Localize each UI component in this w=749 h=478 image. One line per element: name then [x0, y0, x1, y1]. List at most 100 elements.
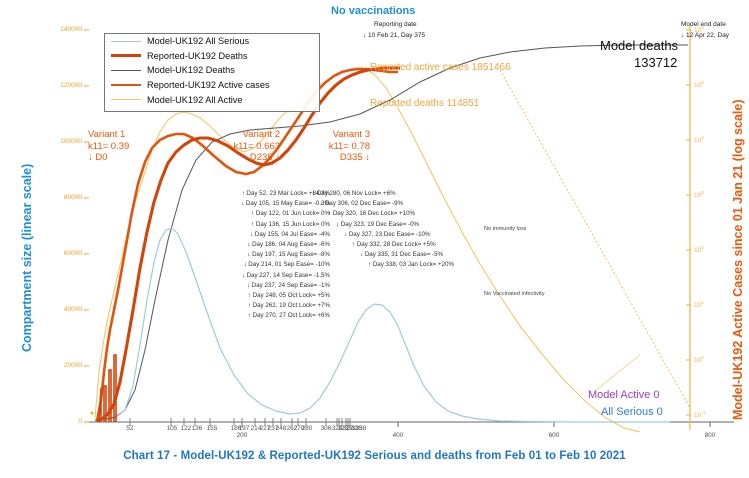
left-ytick-0: 0	[78, 418, 82, 425]
event-left-9: ↓ Day 237, 24 Sep Ease= -1%	[246, 281, 330, 289]
legend-item-4[interactable]: Model-UK192 All Active	[105, 92, 319, 107]
right-ytick-0-exp: 0	[701, 355, 704, 360]
right-ytick-3-exp: 3	[701, 190, 704, 195]
event-left-11: ↑ Day 262, 19 Oct Lock= +7%	[247, 302, 330, 310]
no-vaccinations-label: No vaccinations	[331, 5, 416, 17]
right-ytick-0-mantissa: 10	[694, 357, 702, 365]
series-reported-deaths	[96, 66, 400, 423]
events-right-list: ↑ Day 280, 06 Nov Lock= +6% ↓ Day 306, 0…	[312, 190, 472, 268]
event-right-0: ↑ Day 280, 06 Nov Lock= +6%	[312, 190, 396, 197]
reporting-date-value: ↓ 10 Feb 21, Day 375	[363, 32, 426, 39]
xtick-event-320: 320	[331, 425, 343, 432]
right-ytick-5-exp: 5	[701, 80, 704, 85]
xtick-event-323: 323	[337, 425, 349, 432]
event-left-10: ↑ Day 248, 05 Oct Lock= +5%	[247, 291, 330, 299]
right-ytick-5-mantissa: 10	[694, 82, 702, 90]
xtick-event-338: 338	[355, 425, 367, 432]
variant-2-k11: k11= 0.663	[233, 140, 280, 152]
event-left-1: ↓ Day 105, 15 May Ease= -0.3%	[241, 200, 330, 208]
legend-item-0[interactable]: Model-UK192 All Serious	[105, 34, 319, 49]
xtick-event-280: 280	[301, 425, 313, 432]
series-reported-deaths-bars	[96, 354, 117, 423]
legend-label-2: Model-UK192 Deaths	[147, 65, 235, 76]
reporting-date-label: Reporting date	[374, 21, 417, 28]
legend-label-1: Reported-UK192 Deaths	[147, 50, 248, 61]
model-deaths-label: Model deaths	[600, 38, 679, 53]
variant-3-name: Variant 3	[332, 129, 370, 140]
legend-swatch-model-all-serious	[111, 40, 141, 42]
xtick-600: 600	[548, 432, 560, 439]
variant-2-name: Variant 2	[242, 129, 280, 140]
right-ytick-4-mantissa: 10	[694, 137, 702, 145]
right-ytick-minus1-mantissa: 10	[694, 412, 702, 420]
event-right-4: ↓ Day 327, 23 Dec Ease= -10%	[344, 230, 431, 238]
right-ytick-6: 106	[694, 25, 704, 34]
event-right-1: ↓ Day 306, 02 Dec Ease= -9%	[320, 200, 404, 208]
variant-3-block: Variant 3 k11= 0.78 D335 ↓	[285, 129, 370, 164]
model-deaths-value: 133712	[634, 55, 678, 70]
variant-1-block: Variant 1 k11= 0.39 ↓ D0	[88, 129, 129, 164]
right-ytick-5: 105	[694, 80, 704, 89]
event-right-5: ↑ Day 332, 28 Dec Lock= +5%	[352, 240, 436, 248]
no-immunity-loss-note: No immunity loss	[484, 226, 527, 232]
xtick-event-186: 186	[230, 425, 242, 432]
variant-1-day: ↓ D0	[88, 152, 108, 163]
variant-3-k11: k11= 0.78	[328, 140, 370, 152]
right-ytick-2: 102	[694, 245, 704, 254]
xtick-event-214: 214	[250, 425, 262, 432]
xtick-event-327: 327	[342, 425, 354, 432]
event-left-5: ↓ Day 186, 04 Aug Ease= -6%	[247, 240, 330, 248]
right-ytick-1-exp: 1	[701, 300, 704, 305]
legend: Model-UK192 All Serious Reported-UK192 D…	[104, 33, 320, 112]
legend-item-2[interactable]: Model-UK192 Deaths	[105, 63, 319, 78]
xtick-event-197: 197	[238, 425, 250, 432]
events-left-list: ↑ Day 52, 23 Mar Lock= +84.3% ↓ Day 105,…	[100, 190, 330, 319]
left-axis-title: Compartment size (linear scale)	[20, 163, 34, 352]
legend-swatch-reported-active-cases	[111, 84, 141, 87]
callout-leader-line	[499, 69, 691, 409]
left-ytick-40000: 40000	[63, 306, 82, 313]
left-ytick-140000: 140000	[60, 26, 82, 33]
xtick-event-227: 227	[259, 425, 271, 432]
event-left-0: ↑ Day 52, 23 Mar Lock= +84.3%	[241, 190, 330, 197]
model-active-leader	[595, 354, 641, 391]
event-left-6: ↓ Day 197, 15 Aug Ease= -8%	[247, 251, 330, 259]
reported-deaths-callout: Reported deaths 114851	[370, 98, 480, 109]
event-left-2: ↑ Day 122, 01 Jun Lock= 0%	[251, 210, 330, 218]
variant-1-k11: k11= 0.39	[88, 140, 130, 152]
all-serious-label: All Serious 0	[601, 406, 663, 418]
event-left-3: ↑ Day 136, 15 Jun Lock= 0%	[251, 220, 330, 228]
xtick-event-237: 237	[267, 425, 279, 432]
legend-swatch-reported-deaths	[111, 54, 141, 58]
series-model-all-serious	[94, 227, 670, 423]
right-axis-title: Model-UK192 Active Cases since 01 Jan 21…	[731, 99, 745, 420]
xtick-event-306: 306	[320, 425, 332, 432]
legend-item-1[interactable]: Reported-UK192 Deaths	[105, 49, 319, 64]
right-ytick-3-mantissa: 10	[694, 192, 702, 200]
model-end-date-label: Model end date	[681, 21, 726, 28]
legend-item-3[interactable]: Reported-UK192 Active cases	[105, 78, 319, 93]
xtick-event-262: 262	[286, 425, 298, 432]
xtick-800: 800	[704, 432, 716, 439]
left-ytick-100000: 100000	[60, 138, 82, 145]
right-ytick-4-exp: 4	[701, 135, 704, 140]
chart-title: Chart 17 - Model-UK192 & Reported-UK192 …	[123, 450, 626, 462]
series-reported-active-cases	[95, 67, 398, 422]
variant-2-block: Variant 2 k11= 0.663 D235 ↓	[185, 129, 280, 164]
xtick-event-155: 155	[206, 425, 218, 432]
right-ytick-3: 103	[694, 190, 704, 199]
event-left-8: ↓ Day 227, 14 Sep Ease= -1.5%	[241, 271, 330, 279]
legend-swatch-model-deaths	[111, 69, 141, 71]
xtick-event-122: 122	[180, 425, 192, 432]
variant-1-name: Variant 1	[88, 129, 126, 140]
variant-3-day: D335 ↓	[339, 152, 370, 163]
event-right-2: ↑ Day 320, 16 Dec Lock= +10%	[328, 210, 416, 218]
xtick-event-332: 332	[347, 425, 359, 432]
xtick-event-335: 335	[351, 425, 363, 432]
series-model-deaths	[94, 44, 688, 421]
variant-2-day: D235 ↓	[249, 152, 280, 163]
right-ytick-2-mantissa: 10	[694, 247, 702, 255]
event-right-3: ↓ Day 323, 19 Dec Ease= -0%	[336, 220, 420, 228]
reported-active-cases-callout: Reported active cases 1851466	[370, 62, 511, 73]
